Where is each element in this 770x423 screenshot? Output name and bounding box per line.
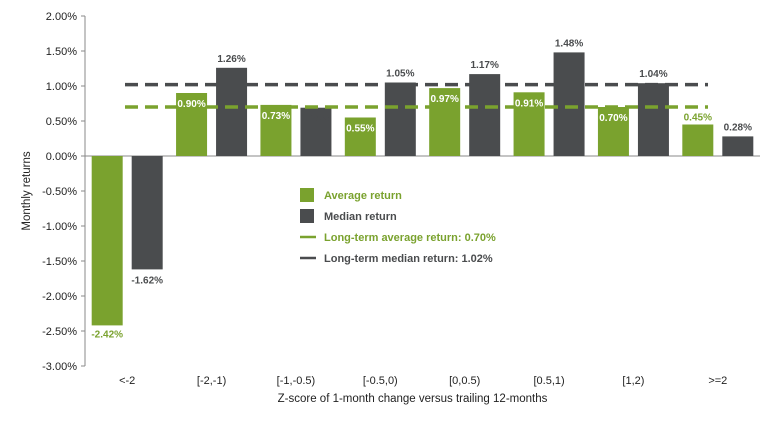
x-tick-label: [-0.5,0)	[363, 375, 398, 387]
bar-median	[300, 107, 332, 156]
x-tick-label: [-1,-0.5)	[277, 375, 316, 387]
y-tick-label: -1.00%	[42, 221, 77, 233]
legend-swatch	[300, 188, 314, 202]
bar-median	[384, 82, 416, 156]
y-tick-label: -0.50%	[42, 186, 77, 198]
bars	[91, 52, 754, 326]
data-labels: -2.42% 0.90% 0.73% 0.55% 0.97% 0.91% 0.70% 0.45…	[91, 38, 752, 340]
data-label-average: 0.45%	[684, 113, 712, 124]
data-label-median: 1.17%	[471, 60, 499, 71]
y-tick-label: -2.50%	[42, 326, 77, 338]
x-tick-label: [1,2)	[622, 375, 644, 387]
data-label-average: -2.42%	[91, 329, 123, 340]
legend-label: Median return	[324, 211, 397, 223]
x-tick-label: [-2,-1)	[197, 375, 226, 387]
bar-average	[260, 104, 292, 156]
bar-average	[513, 92, 545, 156]
data-label-median: 0.28%	[724, 122, 752, 133]
data-label-average: 0.70%	[599, 113, 627, 124]
bar-average	[682, 124, 714, 156]
y-tick-label: 1.50%	[46, 46, 77, 58]
data-label-median: 1.04%	[639, 69, 667, 80]
bar-average	[429, 88, 461, 156]
bar-average	[344, 117, 376, 156]
bar-median	[469, 74, 501, 156]
x-axis: <-2 [-2,-1) [-1,-0.5) [-0.5,0) [0,0.5) [0.5,1…	[85, 155, 760, 387]
x-tick-label: >=2	[708, 375, 727, 387]
bar-average	[597, 107, 629, 156]
y-axis-title: Monthly returns	[21, 151, 33, 231]
bar-average	[91, 156, 123, 326]
bar-median	[216, 67, 248, 156]
data-label-median: 1.26%	[217, 54, 245, 65]
y-tick-label: -1.50%	[42, 256, 77, 268]
data-label-average: 0.55%	[346, 124, 374, 135]
legend-label: Long-term median return: 1.02%	[324, 253, 493, 265]
legend-label: Long-term average return: 0.70%	[324, 232, 496, 244]
legend-swatch	[300, 209, 314, 223]
x-tick-label: [0,0.5)	[449, 375, 480, 387]
bar-median	[553, 52, 585, 156]
reference-lines	[125, 82, 708, 109]
legend: Average return Median return Long-term ave…	[300, 188, 496, 265]
legend-label: Average return	[324, 190, 402, 202]
bar-average	[176, 93, 208, 156]
y-tick-label: 0.50%	[46, 116, 77, 128]
bar-median	[131, 156, 163, 270]
data-label-median: 1.05%	[386, 69, 414, 80]
x-tick-label: [0.5,1)	[533, 375, 564, 387]
data-label-average: 0.90%	[177, 99, 205, 110]
data-label-average: 0.73%	[262, 111, 290, 122]
y-tick-label: 1.00%	[46, 81, 77, 93]
y-tick-label: 0.00%	[46, 151, 77, 163]
x-tick-label: <-2	[119, 375, 135, 387]
data-label-median: -1.62%	[131, 275, 163, 286]
data-label-average: 0.91%	[515, 98, 543, 109]
y-axis: 2.00% 1.50% 1.00% 0.50% 0.00% -0.50% -1.00% -1.…	[42, 11, 86, 373]
bar-median	[637, 83, 669, 156]
y-tick-label: -3.00%	[42, 361, 77, 373]
data-label-median: 0.69%	[302, 114, 330, 125]
y-tick-label: -2.00%	[42, 291, 77, 303]
bar-median	[722, 136, 754, 156]
x-axis-title: Z-score of 1-month change versus trailin…	[278, 393, 548, 405]
data-label-median: 1.48%	[555, 38, 583, 49]
data-label-average: 0.97%	[431, 94, 459, 105]
y-tick-label: 2.00%	[46, 11, 77, 23]
